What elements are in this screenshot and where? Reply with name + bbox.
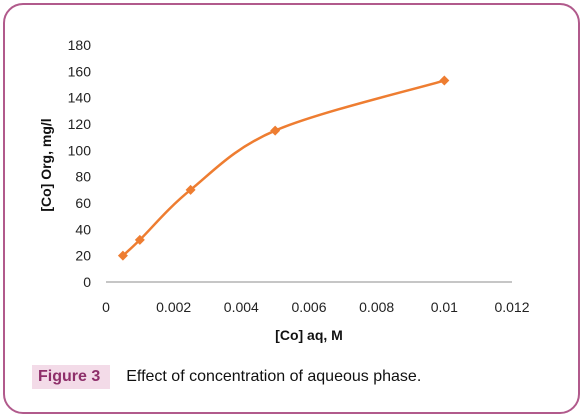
- y-axis-title: [Co] Org, mg/l: [38, 118, 54, 211]
- data-point-marker: [185, 184, 196, 195]
- y-tick-label: 160: [68, 63, 92, 79]
- x-tick-label: 0.012: [494, 299, 529, 315]
- x-tick-labels: 0 0.002 0.004 0.006 0.008 0.01 0.012: [102, 299, 530, 315]
- x-tick-label: 0.006: [291, 299, 326, 315]
- figure-caption: Figure 3 Effect of concentration of aque…: [32, 363, 421, 391]
- y-tick-label: 100: [68, 142, 92, 158]
- y-tick-label: 20: [75, 248, 91, 264]
- x-tick-label: 0.004: [224, 299, 259, 315]
- series-line: [122, 79, 445, 257]
- x-tick-label: 0.01: [431, 299, 458, 315]
- y-tick-labels: 0 20 40 60 80 100 120 140 160 180: [68, 37, 92, 290]
- data-point-marker: [270, 125, 281, 136]
- data-point-marker: [439, 75, 450, 86]
- figure-frame: [3, 3, 580, 414]
- y-tick-label: 140: [68, 90, 92, 106]
- data-point-marker: [117, 250, 128, 261]
- x-tick-label: 0.008: [359, 299, 394, 315]
- plot-area: [117, 75, 450, 261]
- y-tick-label: 180: [68, 37, 92, 53]
- x-tick-label: 0.002: [156, 299, 191, 315]
- figure-label: Figure 3: [32, 365, 111, 389]
- y-tick-label: 60: [75, 195, 91, 211]
- y-tick-label: 120: [68, 116, 92, 132]
- x-axis-title: [Co] aq, M: [275, 327, 343, 343]
- data-point-marker: [134, 234, 145, 245]
- y-tick-label: 80: [75, 169, 91, 185]
- figure-caption-text: Effect of concentration of aqueous phase…: [126, 368, 422, 385]
- x-tick-label: 0: [102, 299, 110, 315]
- y-tick-label: 0: [83, 274, 91, 290]
- y-tick-label: 40: [75, 221, 91, 237]
